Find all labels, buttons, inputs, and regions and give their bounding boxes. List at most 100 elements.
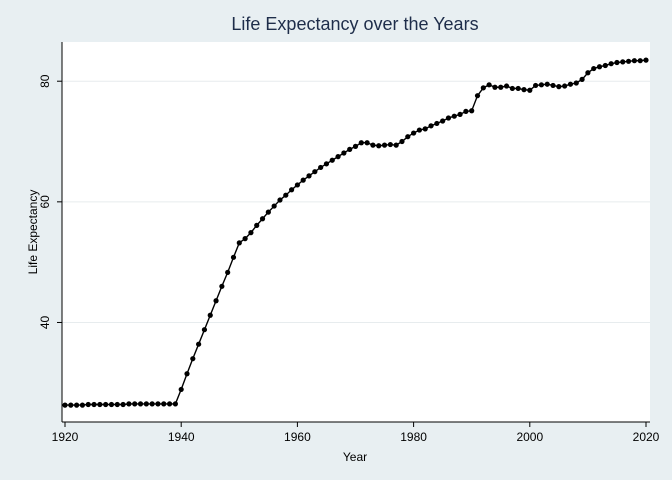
data-point [155, 401, 161, 407]
data-point [591, 65, 597, 72]
data-point [347, 146, 353, 152]
data-point [556, 84, 562, 90]
x-tick-label: 2020 [633, 430, 660, 444]
data-point [387, 141, 393, 148]
data-point [381, 142, 388, 148]
data-point [544, 81, 550, 87]
data-point [480, 85, 486, 91]
data-point [457, 111, 463, 117]
data-point [108, 401, 115, 408]
data-point [469, 108, 475, 114]
data-point [370, 142, 376, 148]
data-point [445, 115, 452, 121]
data-point [329, 157, 335, 163]
data-point [126, 401, 132, 407]
gridlines [62, 80, 650, 323]
chart-title: Life Expectancy over the Years [231, 14, 478, 34]
data-point [474, 93, 481, 99]
data-point [492, 84, 498, 90]
data-point [248, 230, 254, 236]
data-point [620, 59, 626, 65]
x-axis-label: Year [343, 450, 367, 464]
data-point [74, 402, 80, 408]
data-point [643, 57, 649, 63]
data-point [631, 58, 637, 64]
data-point [300, 177, 306, 183]
data-point [132, 401, 138, 407]
data-point [550, 82, 556, 89]
data-point [335, 154, 341, 160]
data-point [567, 81, 574, 87]
data-point [596, 64, 603, 70]
y-tick-label: 40 [38, 315, 52, 329]
data-point [498, 84, 504, 90]
x-tick-label: 1920 [52, 430, 79, 444]
data-point [405, 134, 411, 140]
data-point [358, 140, 364, 146]
data-point [376, 143, 382, 149]
data-point [538, 82, 545, 88]
data-point [166, 401, 173, 407]
y-tick-label: 80 [38, 74, 52, 88]
data-point [149, 401, 155, 407]
data-point [271, 203, 277, 209]
data-point [463, 108, 469, 114]
data-point [103, 401, 109, 408]
data-point [79, 402, 86, 408]
data-point [68, 402, 74, 408]
data-point [451, 113, 457, 119]
data-point [434, 120, 440, 127]
plot-area [62, 42, 650, 422]
data-point [219, 283, 225, 289]
data-point [97, 401, 103, 408]
data-point [85, 401, 91, 408]
data-point [178, 386, 184, 393]
data-point [416, 127, 423, 133]
data-point [573, 80, 579, 86]
data-point [294, 182, 300, 188]
data-point [201, 327, 208, 333]
data-point [230, 254, 237, 260]
data-point [637, 58, 643, 64]
data-point [602, 62, 608, 69]
data-point [213, 298, 219, 304]
data-point [277, 197, 283, 203]
data-point [254, 222, 260, 228]
data-point [428, 123, 434, 129]
data-point [62, 402, 68, 408]
y-tick-label: 60 [38, 195, 52, 209]
data-points [62, 57, 649, 408]
data-point [207, 312, 213, 318]
y-axis-label: Life Expectancy [26, 190, 40, 275]
data-point [143, 401, 149, 407]
x-tick-label: 1960 [284, 430, 311, 444]
data-point [399, 138, 405, 145]
data-point [562, 83, 568, 89]
data-point [509, 85, 515, 92]
data-point [585, 70, 591, 76]
data-point [533, 82, 539, 89]
data-point [341, 150, 347, 156]
x-tick-label: 2000 [516, 430, 543, 444]
data-point [184, 371, 190, 377]
x-tick-label: 1940 [168, 430, 195, 444]
data-point [503, 83, 510, 89]
data-point [265, 209, 271, 215]
data-point [190, 356, 196, 362]
axis-ticks: 40 60 80 1920 1940 1960 1980 2000 2020 [38, 74, 660, 444]
data-point [137, 401, 144, 407]
data-point [283, 192, 289, 198]
data-point [225, 269, 231, 276]
data-point [527, 87, 533, 93]
data-point [259, 216, 266, 222]
data-point [114, 401, 120, 408]
data-point [161, 401, 167, 407]
data-point [486, 82, 492, 88]
data-point [318, 164, 324, 171]
data-point [196, 341, 202, 347]
data-point [608, 61, 614, 67]
data-point [393, 142, 399, 148]
data-point [91, 401, 97, 408]
data-point [306, 173, 312, 179]
